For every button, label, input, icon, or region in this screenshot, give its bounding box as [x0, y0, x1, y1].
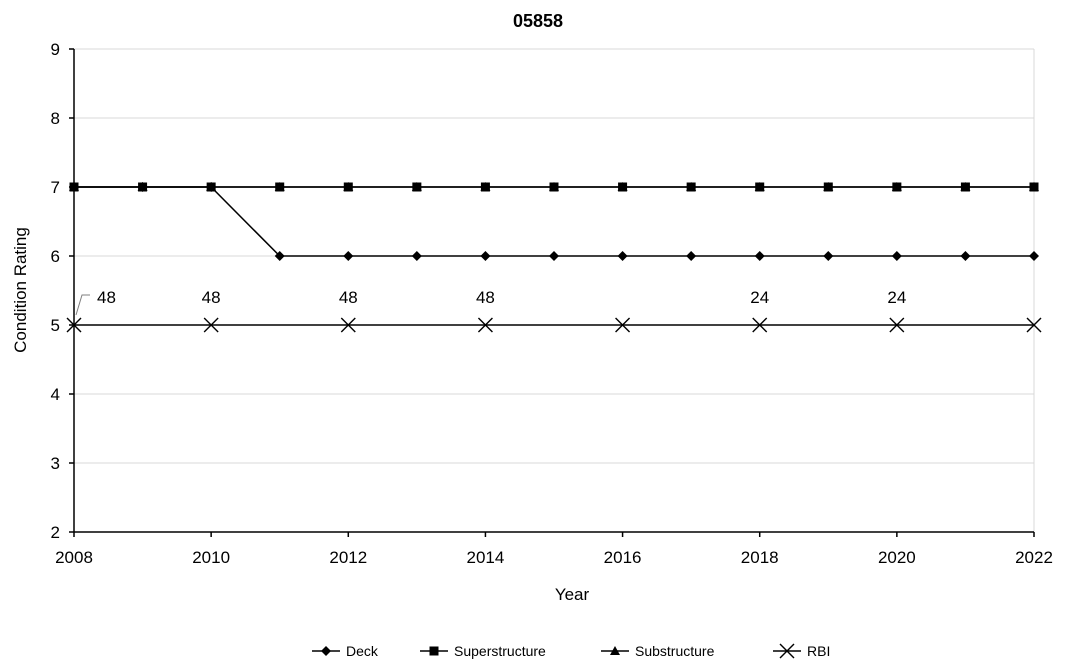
data-point-substructure — [754, 182, 765, 191]
data-point-rbi — [615, 317, 631, 333]
axes: 2 3 4 5 6 7 8 9 2008 2010 2012 2014 2016 2018 2020 2022 — [51, 40, 1053, 567]
legend-label: Deck — [346, 643, 379, 659]
data-point-deck — [274, 251, 285, 261]
legend-item-superstructure: Superstructure — [420, 643, 546, 659]
series-line-deck — [74, 186, 1034, 257]
x-marker-stroke — [203, 317, 219, 333]
data-point-substructure — [617, 182, 628, 191]
data-point-rbi — [477, 317, 493, 333]
data-labels: 48 48 48 48 24 24 — [75, 288, 906, 316]
data-point-substructure — [891, 182, 902, 191]
legend-label: RBI — [807, 643, 830, 659]
legend-diamond-marker — [321, 646, 331, 656]
data-point-rbi — [203, 317, 219, 333]
data-point-deck — [891, 251, 902, 261]
x-marker-stroke — [340, 317, 356, 333]
legend-label: Superstructure — [454, 643, 546, 659]
legend-item-rbi: RBI — [773, 643, 830, 659]
data-label-rbi: 48 — [339, 288, 358, 307]
x-marker-stroke — [779, 643, 795, 659]
data-point-deck — [1029, 251, 1039, 261]
legend: Deck Superstructure Substructure RBI — [312, 643, 830, 659]
data-point-rbi — [889, 317, 905, 333]
y-tick-label: 3 — [51, 454, 60, 473]
data-point-deck — [343, 251, 354, 261]
y-axis-title: Condition Rating — [11, 227, 30, 353]
x-tick-label: 2022 — [1015, 548, 1053, 567]
data-label-rbi: 24 — [887, 288, 906, 307]
x-tick-label: 2014 — [467, 548, 505, 567]
legend-item-deck: Deck — [312, 643, 379, 659]
data-point-deck — [549, 251, 559, 261]
data-point-deck — [617, 251, 628, 261]
x-marker-stroke — [66, 317, 82, 333]
x-tick-label: 2018 — [741, 548, 779, 567]
data-point-substructure — [480, 182, 491, 191]
legend-x-marker — [779, 643, 795, 659]
legend-triangle-marker — [610, 646, 620, 655]
x-axis-title: Year — [555, 585, 590, 604]
data-point-deck — [754, 251, 765, 261]
legend-square-marker — [429, 646, 439, 656]
y-tick-label: 5 — [51, 316, 60, 335]
x-marker-stroke — [1026, 317, 1042, 333]
data-label-rbi: 24 — [750, 288, 769, 307]
data-point-rbi — [66, 317, 82, 333]
y-tick-label: 6 — [51, 247, 60, 266]
y-tick-label: 7 — [51, 178, 60, 197]
data-point-rbi — [752, 317, 768, 333]
series-deck — [69, 182, 1039, 261]
data-label-rbi: 48 — [97, 288, 116, 307]
data-point-substructure — [69, 182, 79, 191]
y-tick-label: 2 — [51, 523, 60, 542]
x-tick-label: 2008 — [55, 548, 93, 567]
data-point-rbi — [1026, 317, 1042, 333]
data-point-substructure — [960, 182, 971, 191]
y-tick-label: 8 — [51, 109, 60, 128]
x-tick-label: 2010 — [192, 548, 230, 567]
series-group — [66, 182, 1042, 333]
label-leader-line — [75, 294, 90, 316]
data-point-substructure — [137, 182, 148, 191]
data-label-rbi: 48 — [202, 288, 221, 307]
data-point-substructure — [823, 182, 834, 191]
data-point-substructure — [686, 182, 697, 191]
chart-title: 05858 — [513, 11, 563, 31]
data-point-deck — [686, 251, 697, 261]
series-rbi — [66, 317, 1042, 333]
x-marker-stroke — [477, 317, 493, 333]
data-point-substructure — [343, 182, 354, 191]
x-marker-stroke — [752, 317, 768, 333]
x-marker-stroke — [615, 317, 631, 333]
x-marker-stroke — [889, 317, 905, 333]
data-point-deck — [480, 251, 491, 261]
data-point-deck — [823, 251, 834, 261]
data-point-substructure — [1029, 182, 1039, 191]
legend-item-substructure: Substructure — [601, 643, 715, 659]
x-tick-label: 2012 — [329, 548, 367, 567]
data-label-rbi: 48 — [476, 288, 495, 307]
data-point-substructure — [206, 182, 217, 191]
data-point-deck — [960, 251, 971, 261]
data-point-rbi — [340, 317, 356, 333]
y-tick-label: 9 — [51, 40, 60, 59]
series-substructure — [69, 182, 1039, 191]
data-point-substructure — [411, 182, 422, 191]
data-point-deck — [411, 251, 422, 261]
data-point-substructure — [274, 182, 285, 191]
legend-label: Substructure — [635, 643, 715, 659]
x-tick-label: 2016 — [604, 548, 642, 567]
y-tick-label: 4 — [51, 385, 60, 404]
data-point-substructure — [549, 182, 559, 191]
x-tick-label: 2020 — [878, 548, 916, 567]
